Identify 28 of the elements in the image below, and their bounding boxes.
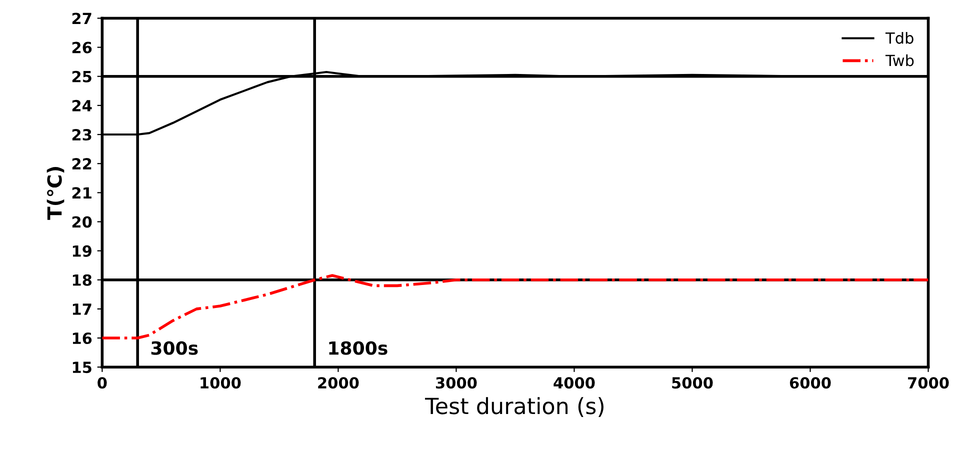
y-tick-label: 24 bbox=[72, 100, 92, 112]
y-tick-label: 16 bbox=[72, 332, 92, 344]
line-series bbox=[102, 274, 928, 340]
x-tick-label: 1000 bbox=[200, 377, 241, 389]
y-tick-label: 22 bbox=[72, 158, 92, 170]
ref-line-label: 1800s bbox=[329, 341, 388, 355]
y-tick-label: 18 bbox=[72, 274, 92, 286]
y-tick-label: 26 bbox=[72, 42, 92, 54]
x-tick-label: 4000 bbox=[554, 377, 595, 389]
y-tick-label: 15 bbox=[72, 362, 92, 374]
y-tick-label: 23 bbox=[72, 128, 92, 141]
x-tick-label: 5000 bbox=[672, 377, 713, 389]
x-axis-title: Test duration (s) bbox=[425, 397, 604, 417]
x-tick-label: 6000 bbox=[790, 377, 831, 389]
y-tick-label: 25 bbox=[72, 70, 92, 82]
x-tick-label: 7000 bbox=[908, 377, 949, 389]
y-tick-label: 20 bbox=[72, 216, 92, 228]
y-axis-title: T(℃) bbox=[46, 167, 64, 220]
x-tick-label: 3000 bbox=[436, 377, 477, 389]
legend-label: Tdb bbox=[885, 32, 914, 44]
y-tick-label: 27 bbox=[72, 12, 92, 24]
y-tick-label: 21 bbox=[72, 187, 92, 198]
x-tick-label: 2000 bbox=[318, 377, 359, 389]
y-tick-label: 19 bbox=[72, 245, 92, 257]
legend-label: Twb bbox=[885, 54, 914, 66]
ref-line-label: 300s bbox=[151, 341, 198, 355]
x-tick-label: 0 bbox=[98, 377, 107, 389]
y-tick-label: 17 bbox=[72, 304, 92, 315]
